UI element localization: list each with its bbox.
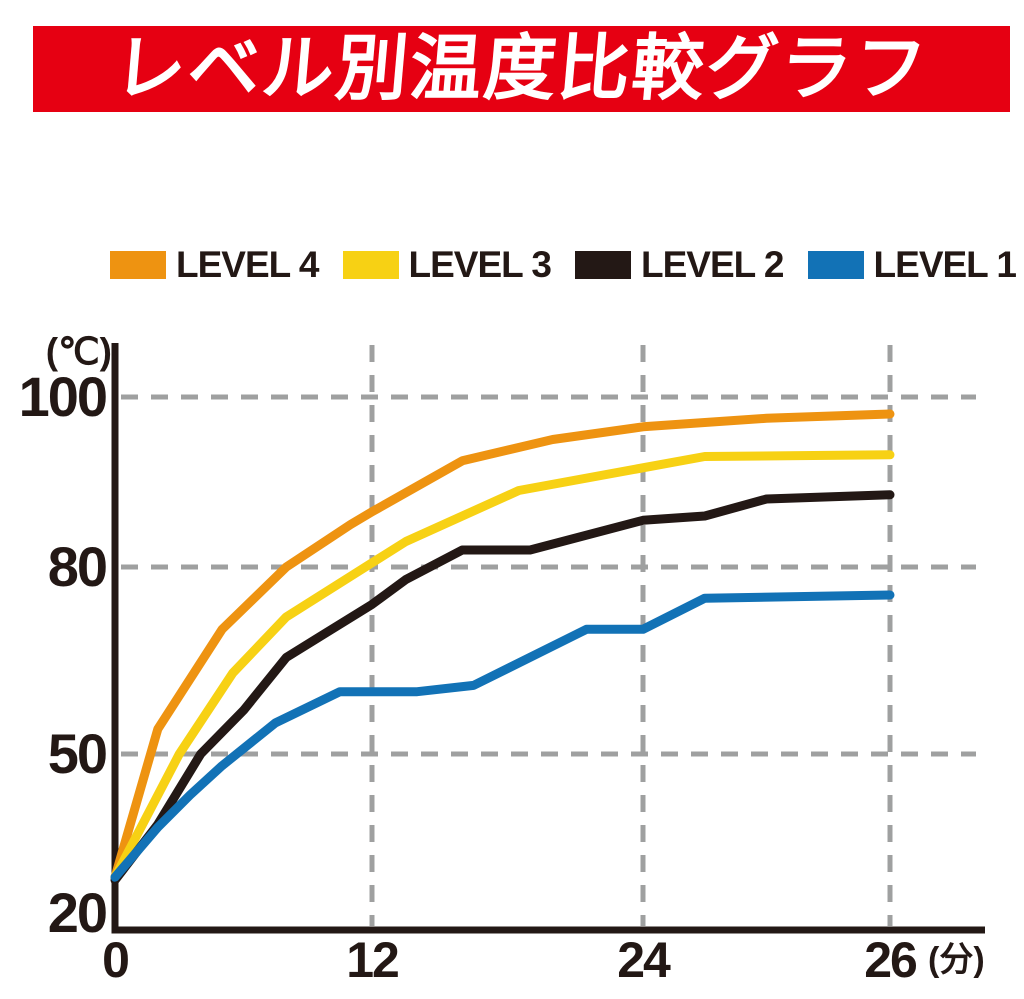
y-tick-label-80: 80 [48,535,106,598]
legend-swatch-level-1 [807,251,864,279]
legend-label-level-3: LEVEL 3 [408,244,552,285]
series-line-level-2 [110,490,895,885]
legend-swatch-level-3 [342,251,399,279]
series-line-level-3 [110,450,895,882]
series-line-level-1 [110,590,895,882]
legend-item-level-1: LEVEL 1 [807,244,1017,286]
y-tick-label-20: 20 [48,881,106,944]
axes [111,343,985,934]
legend-swatch-level-2 [575,251,632,279]
chart-legend: LEVEL 4 LEVEL 3 LEVEL 2 LEVEL 1 [110,244,1017,286]
y-tick-label-50: 50 [48,722,106,785]
x-tick-label-0: 0 [102,932,128,988]
legend-label-level-1: LEVEL 1 [873,244,1017,285]
legend-label-level-2: LEVEL 2 [641,244,784,285]
legend-item-level-3: LEVEL 3 [342,244,552,286]
x-tick-label-24: 24 [617,932,671,988]
title-banner: レベル別温度比較グラフ [33,26,1010,112]
x-axis-unit-label: (分) [928,941,985,979]
y-axis-unit-label: (℃) [46,331,112,372]
legend-item-level-4: LEVEL 4 [110,244,319,286]
series-line-level-4 [110,409,895,882]
y-tick-label-100: 100 [19,365,106,428]
x-tick-label-12: 12 [346,932,398,988]
legend-label-level-4: LEVEL 4 [176,244,319,285]
x-tick-label-26: 26 [864,932,916,988]
legend-item-level-2: LEVEL 2 [575,244,784,286]
legend-swatch-level-4 [110,251,166,279]
